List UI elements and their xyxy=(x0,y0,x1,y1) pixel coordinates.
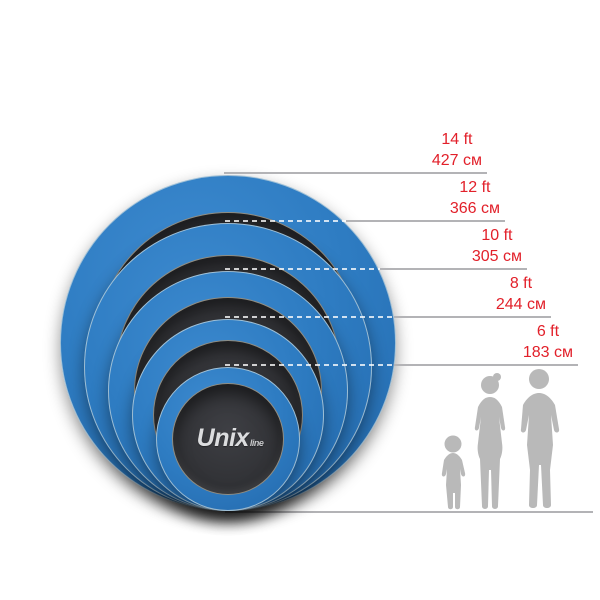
trampoline-6ft-mat xyxy=(172,383,284,495)
size-label-12ft: 12 ft 366 см xyxy=(450,177,500,219)
size-line-12ft xyxy=(346,220,505,222)
size-ft-value: 10 ft xyxy=(481,227,513,244)
size-label-6ft: 6 ft 183 см xyxy=(523,321,573,363)
size-cm-value: 183 см xyxy=(522,344,573,361)
size-cm-value: 427 см xyxy=(431,152,482,169)
size-line-10ft xyxy=(380,268,527,270)
size-ft-value: 6 ft xyxy=(536,323,560,340)
size-cm-value: 366 см xyxy=(449,200,500,217)
size-ft-value: 12 ft xyxy=(459,179,491,196)
silhouette-woman xyxy=(474,373,506,509)
size-label-8ft: 8 ft 244 см xyxy=(496,273,546,315)
size-line-dashed-10ft xyxy=(225,268,380,270)
ground-line xyxy=(225,511,593,513)
size-line-dashed-8ft xyxy=(225,316,394,318)
size-label-14ft: 14 ft 427 см xyxy=(432,129,482,171)
size-line-6ft xyxy=(394,364,578,366)
brand-suffix: line xyxy=(249,438,264,448)
size-ft-value: 14 ft xyxy=(441,131,473,148)
size-line-dashed-12ft xyxy=(225,220,346,222)
size-cm-value: 305 см xyxy=(471,248,522,265)
size-line-dashed-6ft xyxy=(225,364,394,366)
size-label-10ft: 10 ft 305 см xyxy=(472,225,522,267)
size-cm-value: 244 см xyxy=(495,296,546,313)
brand-name: Unix xyxy=(196,424,250,452)
brand-logo: Unixline xyxy=(168,424,292,453)
size-ft-value: 8 ft xyxy=(509,275,533,292)
silhouette-man xyxy=(520,369,560,508)
size-line-8ft xyxy=(394,316,551,318)
family-silhouettes xyxy=(441,369,560,510)
size-line-14ft xyxy=(224,172,487,174)
silhouette-child xyxy=(441,435,466,510)
